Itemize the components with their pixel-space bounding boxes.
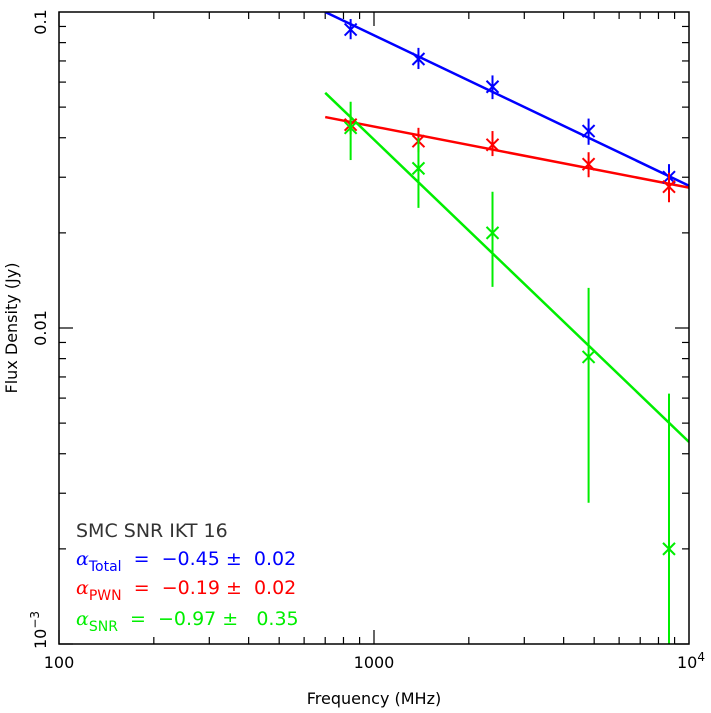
y-tick-label: 0.01 <box>31 310 50 346</box>
fit-line-total <box>324 12 689 187</box>
y-tick-label: 0.1 <box>31 9 50 34</box>
x-tick-label: 1000 <box>354 653 395 672</box>
data-point-total <box>411 52 426 66</box>
data-point-pwn <box>662 179 676 194</box>
data-point-snr <box>662 542 676 556</box>
legend-entry-pwn: αPWN = −0.19 ± 0.02 <box>76 577 296 604</box>
x-axis-label: Frequency (MHz) <box>307 689 441 708</box>
y-axis-label: Flux Density (Jy) <box>2 263 21 394</box>
legend-entry-total: αTotal = −0.45 ± 0.02 <box>76 548 296 575</box>
data-point-snr <box>411 161 426 176</box>
data-point-total <box>343 22 358 37</box>
data-point-pwn <box>485 138 500 152</box>
data-point-snr <box>485 226 500 240</box>
x-tick-label: 104 <box>677 650 705 672</box>
data-point-total <box>485 80 500 94</box>
legend-entry-snr: αSNR = −0.97 ± 0.35 <box>76 608 299 635</box>
fit-line-pwn <box>324 115 689 189</box>
data-points <box>343 19 676 644</box>
fit-line-snr <box>324 91 689 443</box>
data-point-total <box>581 124 596 138</box>
y-tick-label: 10−3 <box>28 611 50 649</box>
fit-lines <box>324 12 689 443</box>
tick-labels: 100 1000 104 0.1 0.01 10−3 <box>28 9 705 672</box>
data-point-pwn <box>581 157 596 171</box>
plot-frame <box>58 11 690 645</box>
legend: SMC SNR IKT 16 αTotal = −0.45 ± 0.02αPWN… <box>76 520 299 635</box>
x-tick-label: 100 <box>44 653 75 672</box>
legend-title: SMC SNR IKT 16 <box>76 520 228 542</box>
data-point-snr <box>581 350 596 364</box>
data-point-snr <box>343 121 358 135</box>
